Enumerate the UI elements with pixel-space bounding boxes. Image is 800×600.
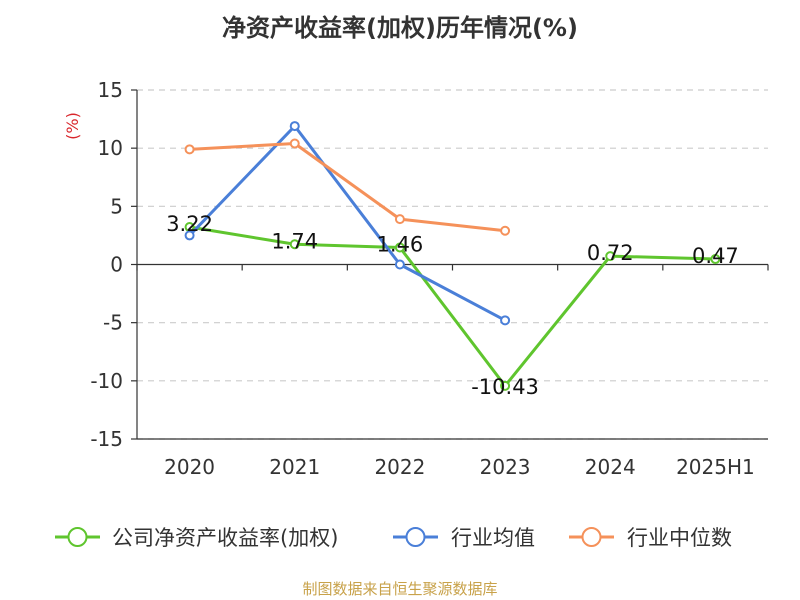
legend-marker bbox=[581, 527, 602, 547]
legend-marker bbox=[67, 527, 88, 547]
legend-label: 行业中位数 bbox=[627, 526, 732, 550]
legend-label: 行业均值 bbox=[451, 526, 535, 550]
data-label: 0.47 bbox=[692, 244, 739, 268]
series-line bbox=[189, 225, 716, 388]
legend-item[interactable]: 公司净资产收益率(加权) bbox=[55, 526, 338, 550]
legend-label: 公司净资产收益率(加权) bbox=[112, 526, 338, 550]
series-lines bbox=[184, 121, 721, 391]
data-point[interactable] bbox=[184, 230, 195, 241]
x-tick-label: 2022 bbox=[374, 455, 425, 479]
data-point[interactable] bbox=[394, 242, 405, 253]
x-tick-label: 2024 bbox=[585, 455, 636, 479]
y-tick-label: -10 bbox=[90, 369, 123, 393]
data-label: 3.22 bbox=[166, 212, 213, 236]
x-tick-label: 2025H1 bbox=[676, 455, 755, 479]
legend-item[interactable]: 行业均值 bbox=[393, 526, 535, 550]
x-tick-label: 2021 bbox=[269, 455, 320, 479]
legend-marker bbox=[405, 527, 426, 547]
data-label: -10.43 bbox=[471, 375, 539, 399]
y-axis-label: (%) bbox=[63, 112, 82, 140]
data-point[interactable] bbox=[500, 225, 511, 236]
y-tick-label: 10 bbox=[98, 136, 123, 160]
chart-title: 净资产收益率(加权)历年情况(%) bbox=[222, 14, 578, 42]
series-line bbox=[189, 142, 506, 233]
y-tick-label: -15 bbox=[90, 427, 123, 451]
data-point[interactable] bbox=[289, 121, 300, 132]
data-point[interactable] bbox=[500, 380, 511, 391]
data-point[interactable] bbox=[289, 138, 300, 149]
data-label: 1.46 bbox=[377, 233, 424, 257]
source-note: 制图数据来自恒生聚源数据库 bbox=[302, 580, 498, 598]
data-point[interactable] bbox=[394, 259, 405, 270]
y-tick-label: -5 bbox=[103, 311, 123, 335]
data-point[interactable] bbox=[710, 254, 721, 265]
data-point[interactable] bbox=[500, 315, 511, 326]
data-point[interactable] bbox=[184, 144, 195, 155]
legend-item[interactable]: 行业中位数 bbox=[569, 526, 732, 550]
data-label: 1.74 bbox=[271, 229, 318, 253]
axes: 15 10 5 0 -5 -10 -15 (%) 2020 2021 2022 2023 2024 202… bbox=[63, 78, 769, 479]
y-tick-label: 0 bbox=[110, 253, 123, 277]
data-point[interactable] bbox=[394, 214, 405, 225]
x-tick-label: 2020 bbox=[164, 455, 215, 479]
y-tick-label: 5 bbox=[110, 194, 123, 218]
data-label: 0.72 bbox=[587, 241, 634, 265]
data-point[interactable] bbox=[289, 239, 300, 250]
legend[interactable]: 公司净资产收益率(加权) 行业均值 行业中位数 bbox=[55, 526, 732, 550]
data-point[interactable] bbox=[605, 251, 616, 262]
series-line bbox=[188, 124, 506, 322]
data-labels: 3.22 1.74 1.46 -10.43 0.72 0.47 bbox=[166, 212, 739, 399]
x-tick-label: 2023 bbox=[480, 455, 531, 479]
y-tick-label: 15 bbox=[98, 78, 123, 102]
